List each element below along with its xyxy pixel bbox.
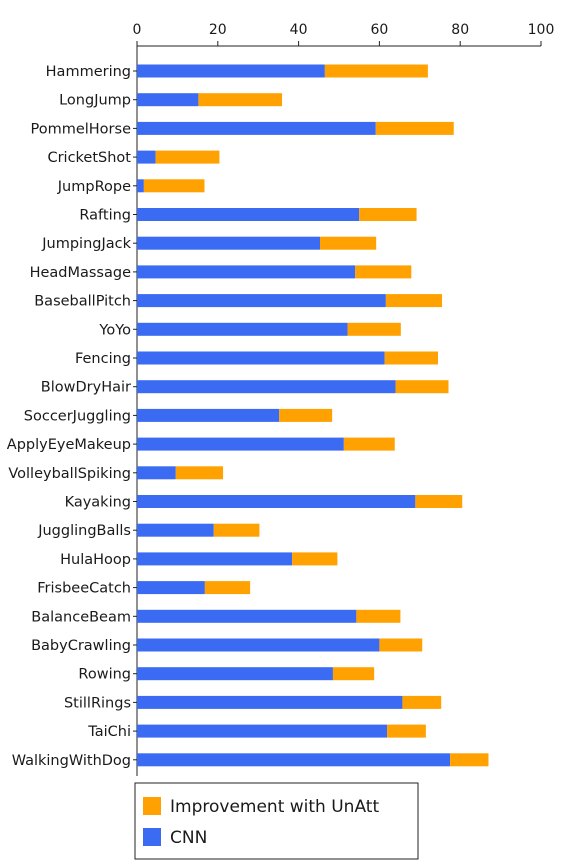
legend-swatch [143,828,161,846]
category-label: JugglingBalls [37,523,131,539]
bar-cnn [137,351,385,365]
bar-improvement [155,150,220,164]
category-label: Fencing [75,351,131,367]
bar-cnn [137,724,388,738]
bar-improvement [175,466,224,480]
bar-cnn [137,667,333,681]
bar-improvement [415,495,463,508]
bar-improvement [213,523,260,537]
bar-improvement [292,552,338,566]
category-label: Rowing [78,667,131,683]
bar-cnn [137,150,156,164]
bar-cnn [137,322,348,336]
category-label: YoYo [98,322,131,338]
legend-label: Improvement with UnAtt [170,797,379,817]
x-tick-label: 100 [528,22,555,38]
bar-improvement [450,753,489,767]
bar-cnn [137,121,376,135]
bar-improvement [384,351,438,365]
category-label: Rafting [79,208,131,224]
category-label: Hammering [46,64,131,80]
bar-improvement [343,437,395,451]
bar-cnn [137,294,386,308]
category-label: SoccerJuggling [24,408,131,424]
bar-cnn [137,638,380,652]
legend: Improvement with UnAtt CNN [134,782,419,860]
category-label: LongJump [59,93,131,109]
bar-cnn [137,523,214,537]
bar-improvement [375,121,454,135]
category-labels: Hammering LongJump PommelHorse CricketShot J… [7,64,132,769]
bar-cnn [137,93,199,107]
bar-improvement [402,695,442,709]
bar-improvement [385,294,443,308]
category-label: StillRings [64,695,131,711]
x-tick-label: 80 [451,22,469,38]
bar-improvement [279,408,333,422]
category-label: BabyCrawling [31,638,131,654]
legend-swatch [143,797,161,815]
bar-cnn [137,695,403,709]
category-label: HulaHoop [60,552,131,568]
category-label: PommelHorse [30,121,131,137]
category-label: CricketShot [47,150,131,166]
bar-cnn [137,581,205,595]
category-label: TaiChi [87,724,131,740]
bar-cnn [137,408,280,422]
legend-label: CNN [170,828,207,848]
x-tick-label: 20 [209,22,227,38]
bar-cnn [137,236,321,250]
category-label: BlowDryHair [41,380,131,396]
bar-improvement [356,609,401,623]
bar-cnn [137,64,325,78]
category-label: VolleyballSpiking [8,466,131,482]
category-label: JumpRope [57,179,131,195]
category-label: BalanceBeam [31,609,131,625]
bars [133,64,489,767]
x-axis: 0 20 40 60 80 100 [133,22,555,776]
bar-improvement [143,179,205,193]
bar-cnn [137,208,360,221]
x-tick-label: 60 [370,22,388,38]
bar-improvement [395,380,449,394]
legend-box [134,782,419,860]
category-label: ApplyEyeMakeup [7,437,131,453]
bar-improvement [324,64,428,78]
category-label: HeadMassage [30,265,132,281]
category-label: WalkingWithDog [12,753,131,769]
bar-cnn [137,179,144,193]
bar-improvement [359,208,417,221]
bar-improvement [332,667,375,681]
bar-cnn [137,753,451,767]
bar-cnn [137,466,176,480]
category-label: JumpingJack [41,236,131,252]
bar-improvement [347,322,401,336]
category-label: Kayaking [65,495,131,511]
bar-cnn [137,495,416,508]
category-label: FrisbeeCatch [37,581,131,597]
x-tick-label: 40 [290,22,308,38]
bar-cnn [137,609,357,623]
bar-improvement [355,265,412,279]
bar-cnn [137,552,293,566]
bar-cnn [137,265,356,279]
bar-improvement [379,638,423,652]
bar-improvement [387,724,426,738]
bar-improvement [198,93,283,107]
category-label: BaseballPitch [34,294,131,310]
bar-cnn [137,380,396,394]
bar-cnn [137,437,344,451]
bar-improvement [204,581,251,595]
bar-improvement [320,236,377,250]
x-tick-label: 0 [133,22,142,38]
